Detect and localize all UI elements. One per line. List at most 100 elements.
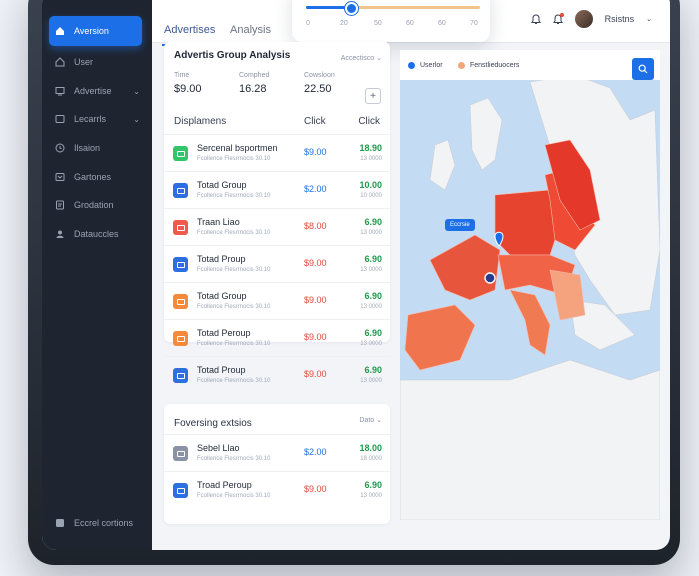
row-icon [173,146,188,161]
slider-tick-label: 60 [406,20,414,27]
top-actions: Rsistns ⌄ [530,10,652,28]
kpi-time: Time $9.00 [174,72,202,95]
slider-tick-label: 0 [306,20,310,27]
row-click-sub: 18 0000 [360,456,382,462]
sidebar-footer-label: Eccrel cortions [74,518,134,528]
table-row[interactable]: Sercenal bsportmen Fcollence Flesrrnocis … [164,134,390,172]
sidebar-item-ilsaion[interactable]: Ilsaion [49,133,142,163]
sidebar-item-aversion[interactable]: Aversion [49,16,142,46]
server-icon [55,518,65,528]
row-click: 6.90 [364,328,382,338]
slider-tick-label: 50 [374,20,382,27]
sidebar-item-lecarrls[interactable]: Lecarrls ⌄ [49,104,142,134]
row-name: Totad Peroup [197,328,251,338]
screen-icon [55,172,65,182]
home-outline-icon [55,57,65,67]
chevron-down-icon[interactable]: ⌄ [646,16,652,23]
row-name: Totad Proup [197,254,246,264]
clock-icon [55,143,65,153]
analysis-dropdown[interactable]: Accectisco ⌄ [340,55,382,62]
table-row[interactable]: Totad Proup Fcollence Flesrrnocis 30.10 $9… [164,245,390,283]
alert-bell-icon[interactable] [552,12,564,25]
table-row[interactable]: Totad Group Fcollence Flesrrnocis 30.10 $2… [164,171,390,209]
row-name: Traan Liao [197,217,240,227]
row-click: 6.90 [364,291,382,301]
tab-advertises[interactable]: Advertises [164,24,216,36]
table-row[interactable]: Sebel Llao Fcollence Flesrrnocis 30.10 $2.… [164,434,390,472]
row-price: $9.00 [304,147,327,157]
range-slider[interactable] [306,2,480,15]
column-header-displamens: Displamens [174,116,227,127]
row-icon [173,257,188,272]
monitor-icon [55,86,65,96]
legend-item-fenstlieduocers[interactable]: Fenstlieduocers [458,62,519,69]
map-header: Userlor Fenstlieduocers [400,50,660,80]
row-sub: Fcollence Flesrrnocis 30.10 [197,456,271,462]
table-row[interactable]: Troad Peroup Fcollence Flesrrnocis 30.10 $… [164,471,390,509]
map-search-button[interactable] [632,58,654,80]
row-price: $9.00 [304,258,327,268]
sidebar-item-label: User [74,57,94,67]
row-icon [173,294,188,309]
map-marker-dot-icon [484,272,496,284]
analysis-card-title: Advertis Group Analysis [174,50,291,61]
slider-fill [306,6,350,9]
sidebar-item-grodation[interactable]: Grodation [49,190,142,220]
row-name: Totad Group [197,180,247,190]
avatar[interactable] [574,10,593,28]
table-row[interactable]: Totad Peroup Fcollence Flesrrnocis 30.10 $… [164,319,390,357]
row-icon [173,446,188,461]
sidebar-item-label: Gartones [74,172,112,182]
sidebar-item-label: Advertise [74,86,112,96]
map-panel[interactable]: Eccrsie Userlor Fenstlieduocers [400,50,660,520]
sidebar-footer-item[interactable]: Eccrel cortions [49,518,133,528]
row-click-sub: 13 0000 [360,378,382,384]
slider-tick-label: 70 [470,20,478,27]
kpi-comphed: Comphed 16.28 [239,72,270,95]
row-click: 18.00 [359,443,382,453]
row-click-sub: 13 0000 [360,341,382,347]
notification-dot [559,12,564,17]
main-area: Advertises Analysis 0 20 50 60 60 70 [152,0,670,550]
row-click-sub: 10 0000 [360,193,382,199]
tab-analysis[interactable]: Analysis [230,24,271,36]
legend-item-userlor[interactable]: Userlor [408,62,443,69]
forecast-card-title: Foversing extsios [174,418,252,429]
sidebar-item-user[interactable]: User [49,47,142,77]
map-marker-label[interactable]: Eccrsie [445,219,475,231]
forecast-dropdown[interactable]: Dato ⌄ [359,417,382,424]
sidebar-item-datauccles[interactable]: Datauccles [49,219,142,249]
row-name: Totad Group [197,291,247,301]
europe-map [400,74,660,520]
table-row[interactable]: Totad Group Fcollence Flesrrnocis 30.10 $9… [164,282,390,320]
table-row[interactable]: Traan Liao Fcollence Flesrrnocis 30.10 $8.… [164,208,390,246]
users-icon [55,229,65,239]
row-click: 6.90 [364,217,382,227]
sidebar: Aversion User Advertise ⌄ Lecarrls ⌄ Ilsaion Ga… [42,0,152,550]
user-name[interactable]: Rsistns [604,14,635,24]
bell-icon[interactable] [530,13,541,25]
slider-thumb[interactable] [344,2,358,15]
legend-dot-icon [408,62,415,69]
row-icon [173,368,188,383]
row-click: 10.00 [359,180,382,190]
row-click: 6.90 [364,365,382,375]
row-click-sub: 13 0000 [360,493,382,499]
column-header-click-2: Click [358,116,380,127]
app-screen: Aversion User Advertise ⌄ Lecarrls ⌄ Ilsaion Ga… [42,0,670,550]
row-price: $8.00 [304,221,327,231]
sidebar-item-gartones[interactable]: Gartones [49,162,142,192]
sidebar-item-label: Datauccles [74,229,119,239]
add-button[interactable]: + [365,88,381,104]
sidebar-item-advertise[interactable]: Advertise ⌄ [49,76,142,106]
row-sub: Fcollence Flesrrnocis 30.10 [197,378,271,384]
table-row[interactable]: Totad Proup Fcollence Flesrrnocis 30.10 $9… [164,356,390,394]
row-click: 6.90 [364,480,382,490]
home-icon [55,26,65,36]
sidebar-item-label: Grodation [74,200,114,210]
map-marker-pin-icon [494,231,504,247]
row-sub: Fcollence Flesrrnocis 30.10 [197,267,271,273]
row-sub: Fcollence Flesrrnocis 30.10 [197,156,271,162]
range-slider-card: 0 20 50 60 60 70 [292,0,490,42]
sidebar-item-label: Ilsaion [74,143,101,153]
